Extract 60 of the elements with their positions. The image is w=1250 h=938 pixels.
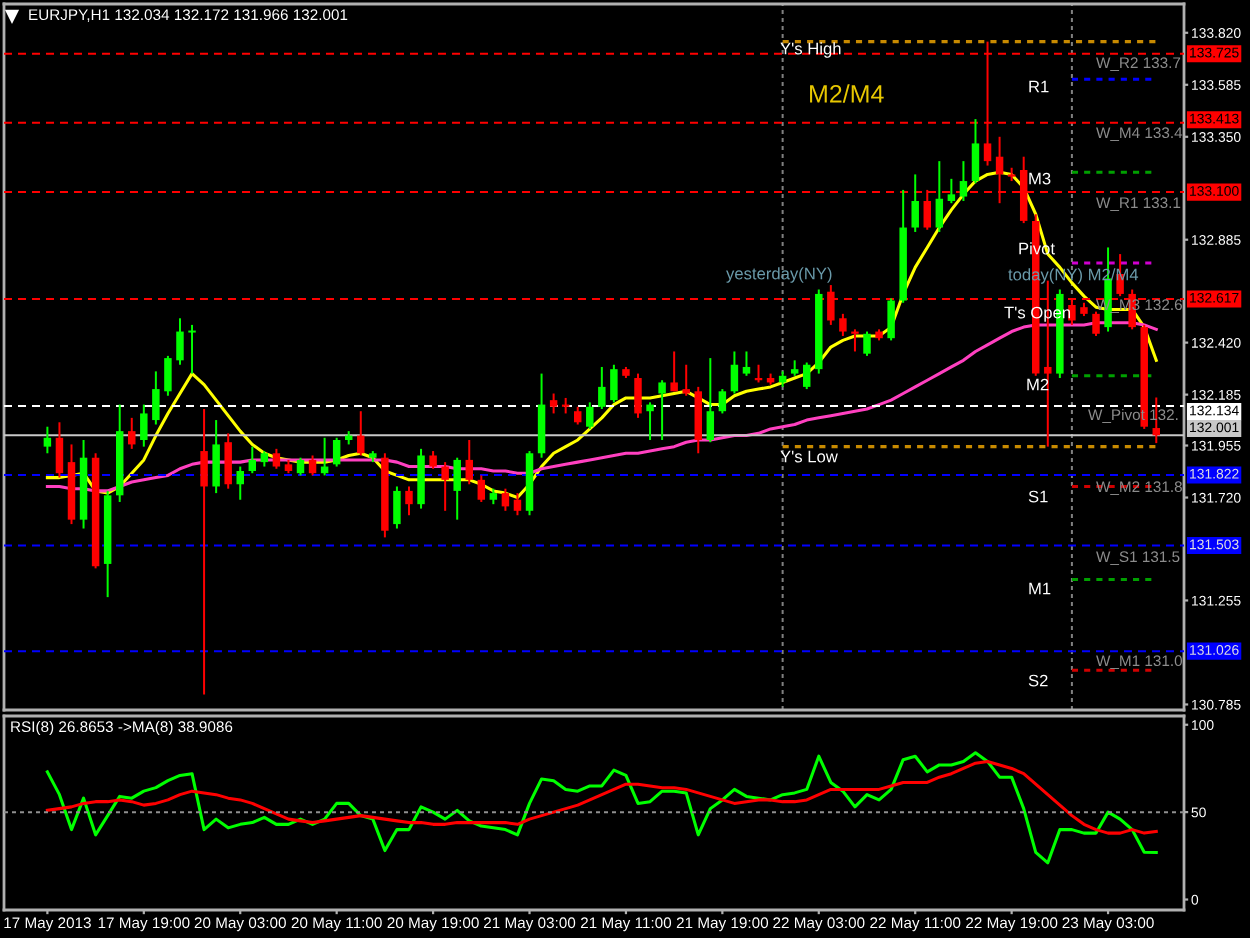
candlestick xyxy=(670,350,678,393)
candlestick xyxy=(682,363,690,397)
annotation: S1 xyxy=(1028,490,1048,503)
annotation: S2 xyxy=(1028,674,1048,687)
candlestick xyxy=(55,421,64,479)
candlestick xyxy=(947,177,956,205)
line-series xyxy=(45,751,1158,865)
candlestick xyxy=(441,461,449,512)
candlestick xyxy=(513,492,522,517)
candlestick xyxy=(128,416,136,450)
annotation: yesterday(NY) xyxy=(726,267,832,283)
candlestick xyxy=(851,328,859,353)
candlestick xyxy=(718,388,727,415)
candlestick xyxy=(1092,310,1100,337)
candlestick xyxy=(357,410,365,457)
annotation: M3 xyxy=(1029,172,1051,185)
candlestick xyxy=(658,379,666,441)
candlestick xyxy=(200,408,208,696)
candlestick xyxy=(634,372,642,419)
line-series xyxy=(45,759,1158,835)
annotation: M2/M4 xyxy=(810,84,884,103)
candlestick xyxy=(959,160,968,202)
candlestick xyxy=(863,330,871,357)
annotation: Y's High xyxy=(780,42,841,58)
candlestick xyxy=(911,173,919,233)
annotation: Y's Low xyxy=(780,450,838,463)
annotation: R1 xyxy=(1029,80,1049,93)
candlestick xyxy=(803,361,811,391)
candlestick xyxy=(393,485,401,530)
annotation: M1 xyxy=(1029,582,1051,595)
candlestick xyxy=(610,363,618,404)
candlestick xyxy=(501,487,510,512)
candlestick xyxy=(272,447,281,470)
candlestick xyxy=(176,317,184,366)
candlestick xyxy=(598,365,606,411)
candlestick xyxy=(477,474,486,503)
candlestick xyxy=(730,350,739,395)
candlestick xyxy=(465,438,473,486)
candlestick xyxy=(742,350,751,377)
candlestick xyxy=(187,323,197,375)
candlestick xyxy=(839,312,847,337)
candlestick xyxy=(224,432,232,490)
candlestick xyxy=(971,118,980,185)
candlestick xyxy=(453,456,461,521)
candlestick xyxy=(140,403,148,448)
candlestick xyxy=(586,401,594,430)
candlestick xyxy=(308,454,317,477)
candlestick xyxy=(887,297,895,342)
candlestick xyxy=(248,445,257,475)
candlestick xyxy=(164,354,172,397)
candlestick xyxy=(405,485,413,517)
candlestick xyxy=(236,465,244,501)
candlestick xyxy=(43,425,52,455)
candlestick xyxy=(935,160,944,233)
candlestick xyxy=(706,357,715,444)
candlestick xyxy=(332,436,341,468)
candlestick xyxy=(212,419,220,495)
candlestick xyxy=(646,401,654,441)
candlestick xyxy=(549,392,558,415)
candlestick xyxy=(152,370,160,426)
